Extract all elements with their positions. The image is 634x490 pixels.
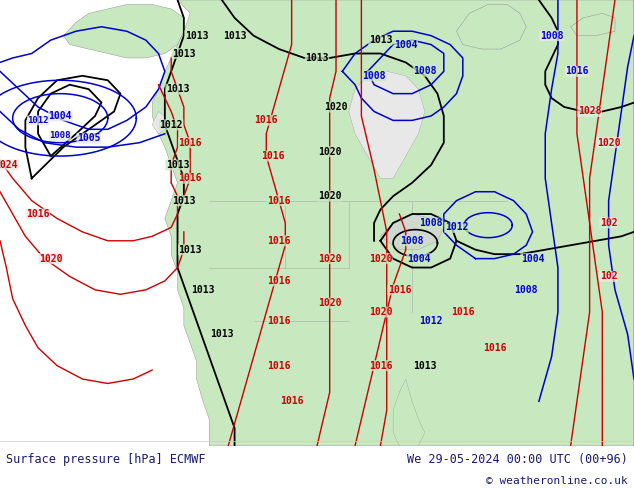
Text: 1020: 1020 — [318, 191, 342, 201]
Polygon shape — [349, 72, 425, 178]
Text: 1020: 1020 — [39, 254, 63, 264]
Text: 1004: 1004 — [521, 254, 545, 264]
Text: 1008: 1008 — [540, 31, 564, 41]
Text: We 29-05-2024 00:00 UTC (00+96): We 29-05-2024 00:00 UTC (00+96) — [407, 453, 628, 466]
Text: 1008: 1008 — [413, 66, 437, 76]
Text: 1008: 1008 — [419, 218, 443, 228]
Text: 1012: 1012 — [27, 116, 49, 125]
Text: 1013: 1013 — [191, 285, 215, 295]
Polygon shape — [571, 13, 615, 36]
Text: 1016: 1016 — [267, 276, 291, 286]
Text: 1013: 1013 — [172, 49, 196, 58]
Text: 1028: 1028 — [578, 106, 602, 117]
Text: 1008: 1008 — [362, 71, 386, 81]
Polygon shape — [152, 112, 165, 134]
Text: 1016: 1016 — [261, 151, 285, 161]
Text: 1016: 1016 — [178, 173, 202, 183]
Text: 1013: 1013 — [172, 196, 196, 206]
Text: 1012: 1012 — [159, 120, 183, 130]
Text: 102: 102 — [600, 218, 618, 228]
Text: 1016: 1016 — [451, 307, 475, 317]
Text: Surface pressure [hPa] ECMWF: Surface pressure [hPa] ECMWF — [6, 453, 206, 466]
Text: 1004: 1004 — [394, 40, 418, 49]
Text: 1013: 1013 — [223, 31, 247, 41]
Text: 1013: 1013 — [165, 84, 190, 94]
Text: 1004: 1004 — [48, 111, 72, 121]
Polygon shape — [380, 214, 444, 250]
Text: 1013: 1013 — [305, 53, 329, 63]
Text: 1016: 1016 — [26, 209, 50, 219]
Text: 1004: 1004 — [406, 254, 430, 264]
Text: 1012: 1012 — [419, 316, 443, 326]
Text: 1020: 1020 — [318, 254, 342, 264]
Text: 1020: 1020 — [597, 138, 621, 147]
Text: 1020: 1020 — [318, 147, 342, 157]
Text: 1005: 1005 — [77, 133, 101, 143]
Text: 1020: 1020 — [368, 254, 392, 264]
Text: 1013: 1013 — [210, 329, 234, 340]
Polygon shape — [393, 379, 425, 446]
Text: 1016: 1016 — [267, 196, 291, 206]
Text: 1020: 1020 — [324, 102, 348, 112]
Text: 1016: 1016 — [565, 66, 589, 76]
Polygon shape — [152, 0, 634, 446]
Text: 1016: 1016 — [267, 236, 291, 246]
Text: © weatheronline.co.uk: © weatheronline.co.uk — [486, 476, 628, 486]
Text: 102: 102 — [600, 271, 618, 281]
Text: 1008: 1008 — [514, 285, 538, 295]
Text: 1013: 1013 — [368, 35, 392, 45]
Text: 1016: 1016 — [178, 138, 202, 147]
Text: 1016: 1016 — [254, 115, 278, 125]
Text: 1020: 1020 — [368, 307, 392, 317]
Text: 1016: 1016 — [267, 361, 291, 370]
Text: 1016: 1016 — [482, 343, 507, 353]
Text: 1008: 1008 — [49, 131, 71, 141]
Text: 1020: 1020 — [318, 298, 342, 308]
Text: 1008: 1008 — [400, 236, 424, 246]
Text: 1016: 1016 — [387, 285, 411, 295]
Text: 1013: 1013 — [165, 160, 190, 170]
Text: 1013: 1013 — [413, 361, 437, 370]
Text: 1016: 1016 — [267, 316, 291, 326]
Text: 1012: 1012 — [444, 222, 469, 232]
Polygon shape — [456, 4, 526, 49]
Text: 1016: 1016 — [368, 361, 392, 370]
Text: 1016: 1016 — [280, 396, 304, 406]
Text: 1024: 1024 — [0, 160, 18, 170]
Text: 1013: 1013 — [184, 31, 209, 41]
Text: 1013: 1013 — [178, 245, 202, 255]
Polygon shape — [63, 4, 184, 58]
